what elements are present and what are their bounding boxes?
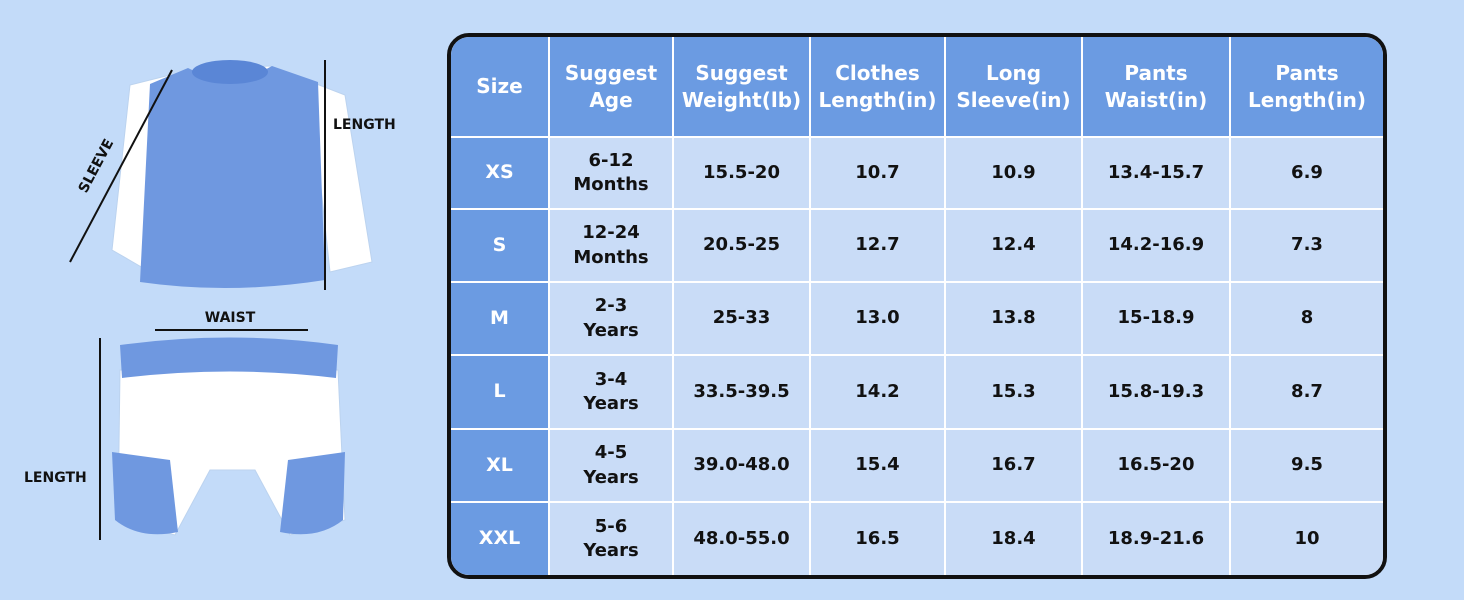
table-cell: 10 <box>1231 503 1383 575</box>
table-cell: 15-18.9 <box>1083 283 1231 356</box>
shorts-cuff <box>112 452 178 535</box>
table-cell: 16.5-20 <box>1083 430 1231 503</box>
table-cell: 9.5 <box>1231 430 1383 503</box>
table-cell: 15.3 <box>946 356 1083 430</box>
size-cell: L <box>451 356 550 430</box>
table-cell: 4-5 Years <box>550 430 674 503</box>
waist-label: WAIST <box>205 310 256 326</box>
table-cell: 12.7 <box>811 210 946 283</box>
table-cell: 8.7 <box>1231 356 1383 430</box>
table-cell: 13.0 <box>811 283 946 356</box>
header-cell: Suggest Weight(lb) <box>674 37 811 138</box>
table-cell: 10.7 <box>811 138 946 210</box>
header-cell: Pants Length(in) <box>1231 37 1383 138</box>
shorts-length-label: LENGTH <box>24 470 87 486</box>
table-cell: 5-6 Years <box>550 503 674 575</box>
table-cell: 15.4 <box>811 430 946 503</box>
size-cell: M <box>451 283 550 356</box>
table-cell: 39.0-48.0 <box>674 430 811 503</box>
table-cell: 13.8 <box>946 283 1083 356</box>
header-cell: Pants Waist(in) <box>1083 37 1231 138</box>
size-cell: XXL <box>451 503 550 575</box>
shirt-collar <box>192 60 268 84</box>
shirt-length-label: LENGTH <box>333 117 396 133</box>
table-cell: 13.4-15.7 <box>1083 138 1231 210</box>
table-cell: 15.5-20 <box>674 138 811 210</box>
table-cell: 16.5 <box>811 503 946 575</box>
table-cell: 6.9 <box>1231 138 1383 210</box>
table-cell: 15.8-19.3 <box>1083 356 1231 430</box>
table-cell: 14.2-16.9 <box>1083 210 1231 283</box>
size-table: Size Suggest Age Suggest Weight(lb) Clothes… <box>447 33 1387 579</box>
table-cell: 12-24 Months <box>550 210 674 283</box>
table-cell: 8 <box>1231 283 1383 356</box>
shorts-cuff <box>280 452 345 535</box>
size-cell: XL <box>451 430 550 503</box>
table-cell: 16.7 <box>946 430 1083 503</box>
table-cell: 10.9 <box>946 138 1083 210</box>
shirt-body <box>140 66 325 289</box>
header-cell: Size <box>451 37 550 138</box>
sleeve-line <box>69 69 173 263</box>
shorts-waistband <box>120 337 338 378</box>
table-cell: 3-4 Years <box>550 356 674 430</box>
table-cell: 2-3 Years <box>550 283 674 356</box>
table-cell: 20.5-25 <box>674 210 811 283</box>
illustration: SLEEVE LENGTH WAIST LENGTH <box>24 60 396 540</box>
header-cell: Long Sleeve(in) <box>946 37 1083 138</box>
table-cell: 7.3 <box>1231 210 1383 283</box>
table-cell: 18.9-21.6 <box>1083 503 1231 575</box>
table-cell: 14.2 <box>811 356 946 430</box>
table-cell: 12.4 <box>946 210 1083 283</box>
table-cell: 48.0-55.0 <box>674 503 811 575</box>
table-cell: 25-33 <box>674 283 811 356</box>
size-cell: S <box>451 210 550 283</box>
table-cell: 6-12 Months <box>550 138 674 210</box>
header-cell: Suggest Age <box>550 37 674 138</box>
header-cell: Clothes Length(in) <box>811 37 946 138</box>
table-cell: 33.5-39.5 <box>674 356 811 430</box>
table-cell: 18.4 <box>946 503 1083 575</box>
size-cell: XS <box>451 138 550 210</box>
